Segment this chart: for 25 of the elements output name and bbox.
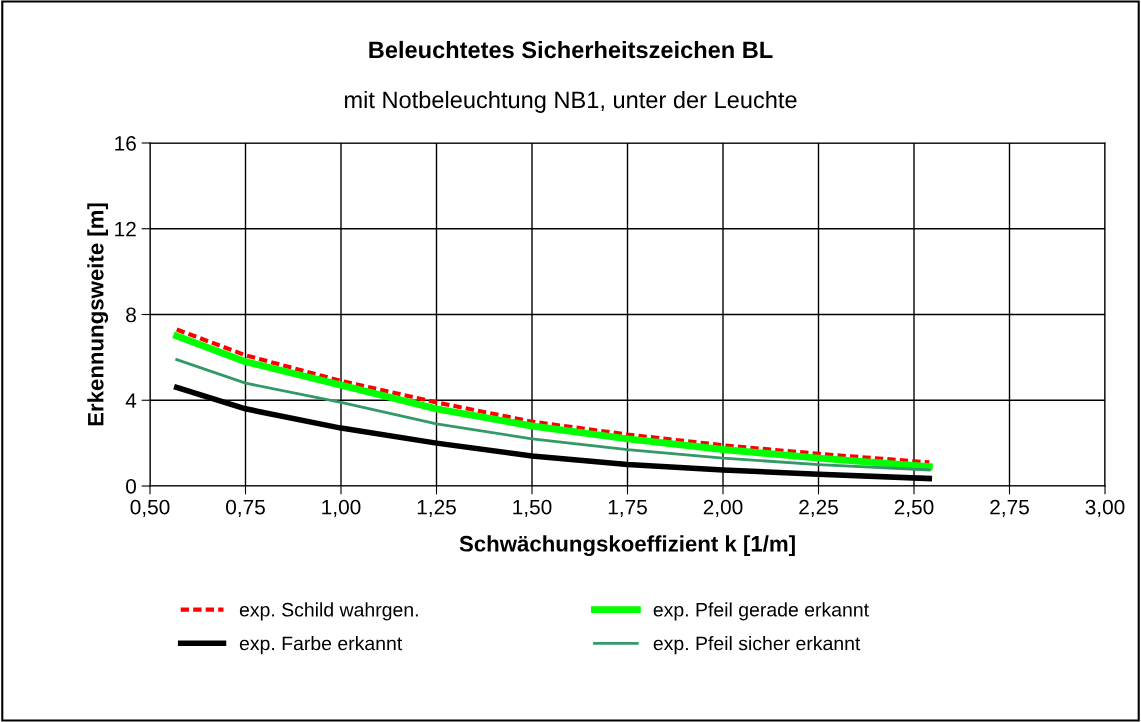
chart-title: Beleuchtetes Sicherheitszeichen BL [369,40,773,59]
chart-subtitle: mit Notbeleuchtung NB1, unter der Leuchte [345,90,797,113]
x-tick-label: 3,00 [1085,499,1125,517]
x-tick-label: 1,25 [417,499,456,517]
y-tick-label: 4 [125,393,137,408]
y-tick-label: 8 [126,307,136,323]
y-tick-label: 12 [115,221,136,237]
x-tick-label: 2,75 [990,499,1029,517]
y-axis-title: Erkennungsweite [m] [87,203,109,426]
x-tick-label: 2,25 [799,499,838,517]
x-tick-label: 2,50 [894,499,934,517]
y-tick-label: 16 [115,136,136,151]
x-tick-label: 0,75 [226,499,265,517]
x-tick-label: 1,00 [322,499,361,517]
x-tick-label: 1,75 [608,499,647,517]
line-series [175,358,931,472]
legend-label: exp. Pfeil sicher erkannt [653,636,861,655]
legend-label: exp. Farbe erkannt [239,636,403,655]
x-tick-label: 0,50 [130,499,170,517]
y-tick-label: 0 [126,479,136,494]
legend-label: exp. Pfeil gerade erkannt [653,602,869,621]
legend-label: exp. Schild wahrgen. [239,602,418,621]
x-tick-label: 1,50 [513,499,552,517]
x-axis-title: Schwächungskoeffizient k [1/m] [459,535,795,557]
x-tick-label: 2,00 [703,499,743,517]
